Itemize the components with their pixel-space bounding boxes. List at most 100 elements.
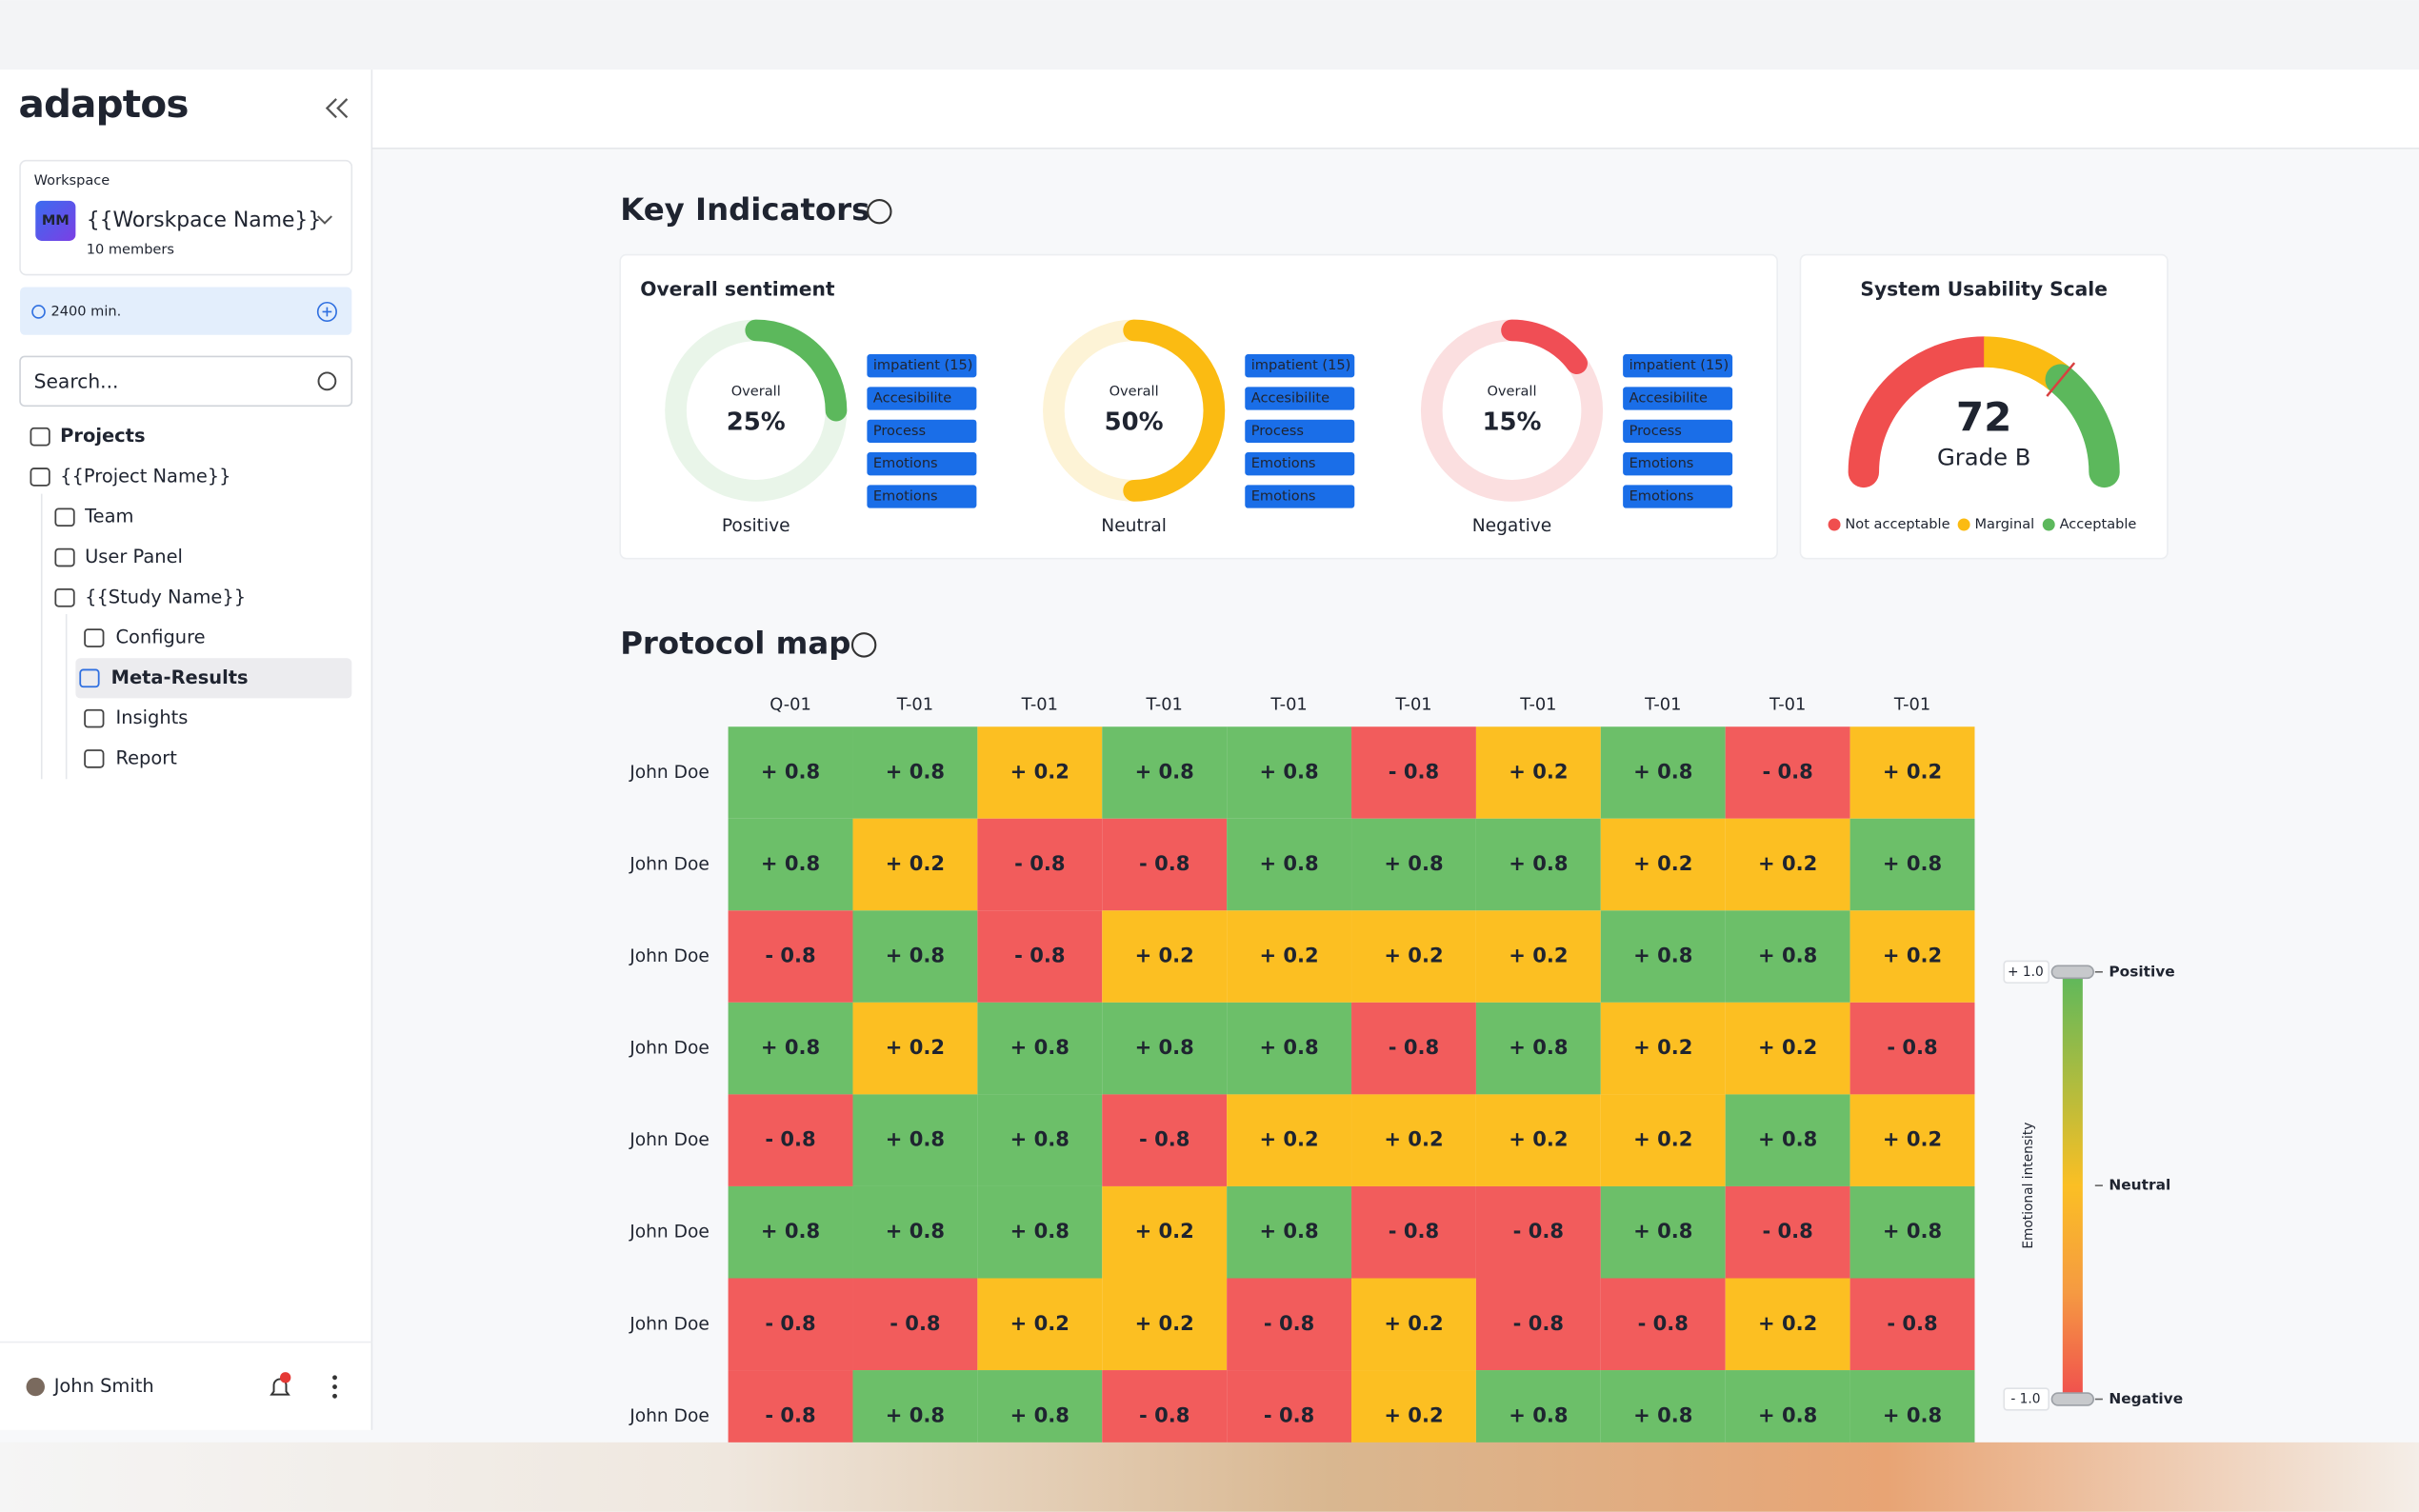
scale-handle [2050, 1392, 2095, 1406]
tag-text: Emotions [873, 455, 938, 471]
cell-label: - 0.8 [1014, 851, 1065, 875]
donut-arc [1501, 319, 1588, 374]
tag[interactable] [1245, 419, 1355, 443]
tag[interactable] [1623, 354, 1733, 378]
cell-label: - 0.8 [1264, 1403, 1314, 1426]
tag[interactable] [1245, 485, 1355, 508]
tag[interactable] [1245, 387, 1355, 410]
gauge-value: 72 [1956, 393, 2012, 440]
nav-item[interactable]: Report [115, 746, 177, 768]
cell-label: - 0.8 [765, 944, 815, 967]
heatmap-cell [977, 1278, 1103, 1371]
tag-text: Process [1251, 423, 1304, 439]
donut-name: Positive [722, 516, 790, 536]
tag[interactable] [1623, 387, 1733, 410]
cell-label: - 0.8 [1887, 1311, 1937, 1335]
nav-icon [84, 749, 105, 768]
tag[interactable] [867, 354, 977, 378]
scale-bar [2062, 971, 2083, 1400]
nav-icon [79, 668, 100, 688]
heatmap-cell [1475, 726, 1601, 819]
search-placeholder: Search... [34, 369, 119, 392]
search-icon [317, 371, 337, 391]
tick-box [2003, 960, 2050, 984]
scale-axis-label: Emotional intensity [2021, 1123, 2036, 1249]
heatmap-cell [1725, 726, 1850, 819]
nav-item[interactable]: Configure [115, 627, 205, 648]
heatmap-cell [1102, 1278, 1228, 1371]
cell-label: - 0.8 [1513, 1311, 1564, 1335]
cell-label: + 0.2 [1135, 1311, 1194, 1335]
donut-name: Neutral [1101, 516, 1167, 536]
heatmap-cell [1102, 818, 1228, 911]
cell-label: + 0.2 [1883, 944, 1942, 967]
cell-label: + 0.8 [1259, 1219, 1318, 1243]
heatmap-cell [1849, 1278, 1975, 1371]
nav-item[interactable]: Insights [115, 706, 188, 728]
minutes: 2400 min. [50, 303, 121, 319]
heatmap-cell [728, 1094, 853, 1186]
workspace-box[interactable] [19, 159, 353, 276]
level-label: Positive [2109, 963, 2174, 980]
cell-label: - 0.8 [765, 1403, 815, 1426]
nav-item[interactable]: Meta-Results [111, 666, 249, 688]
heatmap-cell [1102, 1185, 1228, 1279]
cell-label: - 0.8 [1139, 1127, 1190, 1151]
tag[interactable] [1623, 452, 1733, 476]
tag[interactable] [867, 387, 977, 410]
cell-label: - 0.8 [1762, 759, 1812, 783]
level-label: Negative [2109, 1390, 2183, 1407]
tag[interactable] [867, 452, 977, 476]
heatmap-cell [1475, 1278, 1601, 1371]
cell-label: - 0.8 [1389, 759, 1439, 783]
cell-label: + 0.8 [761, 1035, 820, 1059]
user-avatar [26, 1377, 45, 1397]
cell-label: - 0.8 [1389, 1035, 1439, 1059]
legend-label: Not acceptable [1845, 516, 1949, 532]
cell-label: + 0.2 [1758, 1035, 1817, 1059]
heatmap-cell [852, 910, 978, 1003]
workspace-avatar [35, 200, 76, 241]
tag[interactable] [1245, 354, 1355, 378]
more-menu-dot[interactable] [332, 1393, 337, 1399]
tag[interactable] [1245, 452, 1355, 476]
gauge-band [1848, 336, 2000, 488]
cell-label: + 0.8 [1010, 1035, 1070, 1059]
nav-item[interactable]: User Panel [85, 546, 183, 567]
tag-text: Emotions [1629, 488, 1694, 505]
nav-item[interactable]: Team [84, 506, 133, 527]
info-icon [850, 632, 877, 658]
heatmap-cell [1725, 1278, 1850, 1371]
heatmap-cell [728, 910, 853, 1003]
heatmap-cell [1600, 818, 1726, 911]
more-menu-dot[interactable] [332, 1384, 337, 1389]
cell-label: + 0.2 [1633, 1035, 1692, 1059]
heatmap-cell [977, 1094, 1103, 1186]
heatmap-cell [977, 1002, 1103, 1095]
user-name[interactable]: John Smith [53, 1375, 154, 1397]
cell-label: - 0.8 [765, 1311, 815, 1335]
cell-label: + 0.2 [1633, 851, 1692, 875]
nav-item[interactable]: {{Project Name}} [60, 465, 230, 487]
cell-label: + 0.8 [886, 759, 945, 783]
nav-item[interactable]: Projects [60, 425, 145, 447]
heatmap-cell [1102, 1002, 1228, 1095]
heatmap-cell [1725, 1002, 1850, 1095]
search-box[interactable] [19, 355, 353, 408]
tag-text: Process [873, 423, 926, 439]
more-menu-dot[interactable] [332, 1375, 337, 1381]
heatmap-cell [1227, 1185, 1352, 1279]
cell-label: + 0.8 [1758, 1127, 1817, 1151]
collapse-button[interactable] [325, 98, 349, 119]
nav-item[interactable]: {{Study Name}} [85, 586, 246, 607]
tag[interactable] [1623, 419, 1733, 443]
workspace-chevron[interactable] [317, 215, 332, 225]
card-title: System Usability Scale [1860, 277, 2108, 300]
heatmap-cell [728, 1002, 853, 1095]
tag[interactable] [867, 485, 977, 508]
tag[interactable] [1623, 485, 1733, 508]
heatmap-cell [1849, 1002, 1975, 1095]
add-minutes-button[interactable] [316, 301, 337, 322]
tag[interactable] [867, 419, 977, 443]
heatmap-cell [1227, 1278, 1352, 1371]
